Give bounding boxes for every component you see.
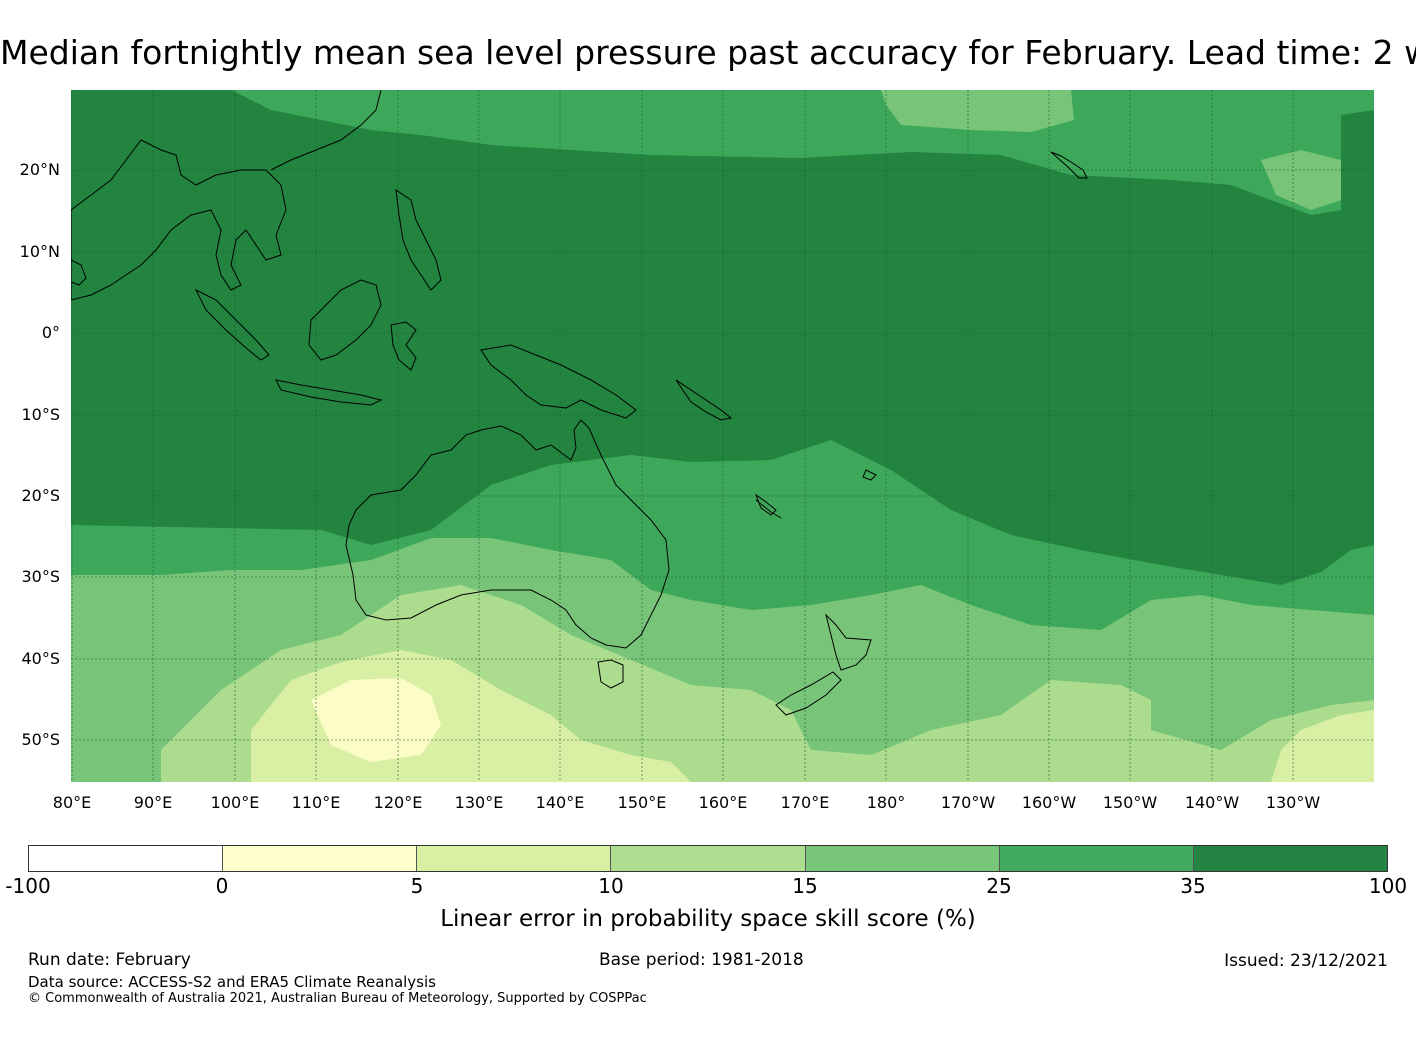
lat-label: 10°S [21,405,60,424]
colorbar-segment [417,846,612,871]
band-5-10-south-east [1271,710,1374,782]
lon-label: 180° [866,793,906,812]
colorbar-segment [999,846,1194,871]
lat-label: 20°N [19,160,60,179]
copyright: © Commonwealth of Australia 2021, Austra… [28,991,647,1006]
band-15-25-north [881,90,1074,132]
colorbar-tick: 0 [215,874,229,898]
java-outline [275,379,383,406]
lon-label: 80°E [52,793,92,812]
hawaii [1050,151,1088,179]
colorbar-tick: 35 [1180,874,1206,898]
skill-score-map [71,90,1374,782]
lat-label: 40°S [21,649,60,668]
lon-label: 130°W [1265,793,1321,812]
colorbar-segment [223,846,418,871]
lon-label: 170°W [940,793,996,812]
colorbar-segment [1193,846,1387,871]
band-0-5-south [311,678,441,762]
lon-label: 100°E [210,793,260,812]
south-china-coast [270,90,382,171]
vanuatu [754,493,777,516]
tasmania-outline [597,659,624,689]
australia-outline [345,419,670,649]
colorbar [28,845,1388,872]
colorbar-tick: 10 [598,874,624,898]
lon-label: 120°E [373,793,423,812]
issued-date: Issued: 23/12/2021 [1224,951,1388,971]
lat-label: 50°S [21,730,60,749]
colorbar-tick: 100 [1368,874,1408,898]
colorbar-tick: 25 [986,874,1012,898]
base-period: Base period: 1981-2018 [599,950,804,970]
new-caledonia [755,499,782,519]
colorbar-tick: 15 [792,874,818,898]
lon-label: 160°W [1021,793,1077,812]
solomon-islands [675,379,733,421]
lat-label: 20°S [21,486,60,505]
lon-label: 140°W [1184,793,1240,812]
lon-label: 140°E [535,793,585,812]
data-source: Data source: ACCESS-S2 and ERA5 Climate … [28,973,436,991]
lat-label: 30°S [21,567,60,586]
new-guinea-outline [480,344,637,419]
lon-label: 150°E [617,793,667,812]
lon-label: 170°E [780,793,830,812]
new-zealand-north [825,613,872,671]
lon-label: 110°E [291,793,341,812]
map-svg [71,90,1374,782]
band-25-35-north [231,90,1374,215]
chart-title: Median fortnightly mean sea level pressu… [0,33,1416,72]
sri-lanka-outline [71,259,87,286]
sulawesi-outline [390,321,417,371]
borneo-outline [308,279,382,361]
new-zealand-south [775,671,842,716]
sumatra-outline [194,288,270,361]
lon-label: 160°E [698,793,748,812]
lat-label: 0° [41,323,60,342]
lon-label: 150°W [1102,793,1158,812]
lon-label: 130°E [454,793,504,812]
lon-label: 90°E [133,793,173,812]
coastlines [71,90,1088,716]
run-date: Run date: February [28,950,191,970]
graticule [71,90,1374,782]
philippines-outline [395,188,442,291]
colorbar-segment [611,846,806,871]
colorbar-segment [29,846,224,871]
colorbar-segment [805,846,1000,871]
fiji [862,469,877,481]
colorbar-label: Linear error in probability space skill … [440,906,976,932]
lat-label: 10°N [19,242,60,261]
band-15-25-north-east [1261,150,1341,210]
colorbar-tick: 5 [410,874,424,898]
colorbar-tick: -100 [5,874,51,898]
mainland-se-asia [71,139,287,301]
